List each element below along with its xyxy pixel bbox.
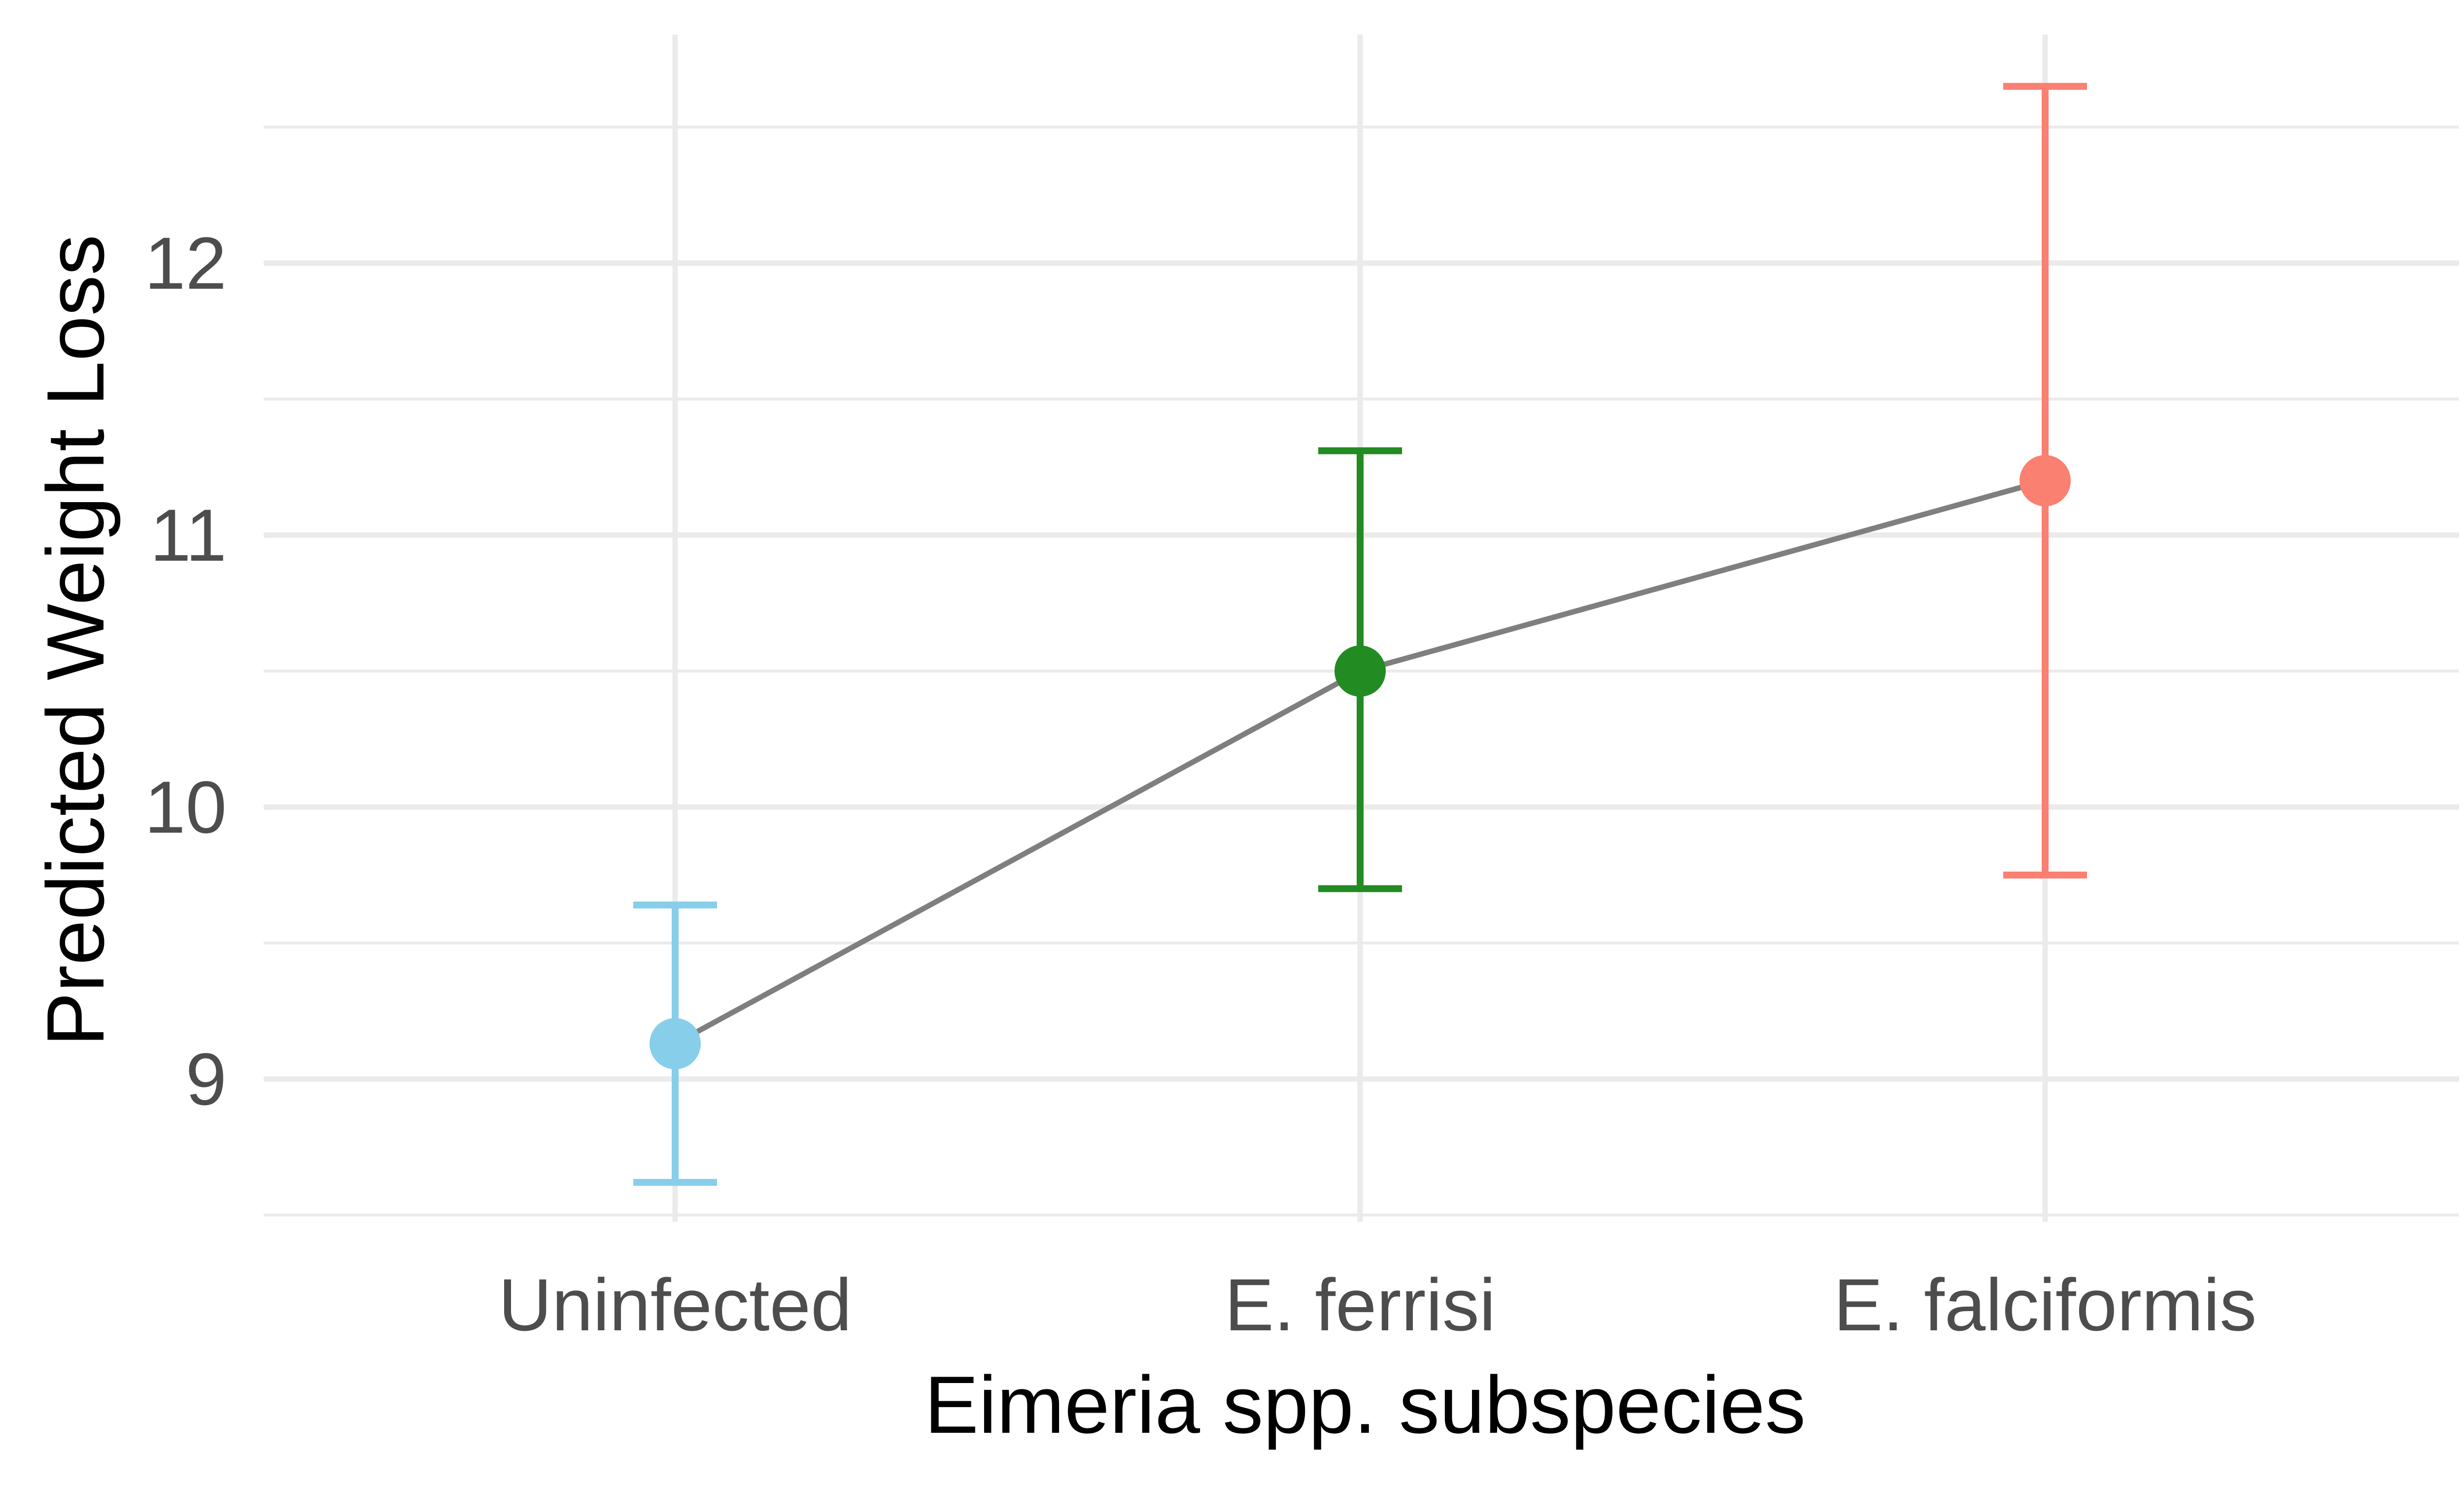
data-point <box>1335 645 1386 697</box>
data-point <box>2019 455 2071 507</box>
x-tick-label: E. falciformis <box>1834 1263 2257 1346</box>
data-point <box>650 1018 701 1070</box>
y-tick-labels: 9 10 11 12 <box>144 222 227 1120</box>
y-tick-label: 9 <box>186 1038 227 1120</box>
x-tick-labels: Uninfected E. ferrisi E. falciformis <box>498 1263 2257 1346</box>
y-axis-title: Predicted Weight Loss <box>30 235 121 1047</box>
y-tick-label: 11 <box>150 494 227 576</box>
x-tick-label: E. ferrisi <box>1225 1263 1496 1346</box>
y-tick-label: 10 <box>144 766 227 848</box>
data-points <box>650 455 2071 1070</box>
x-tick-label: Uninfected <box>498 1263 852 1346</box>
y-tick-label: 12 <box>144 222 227 304</box>
x-axis-title: Eimeria spp. subspecies <box>924 1359 1806 1450</box>
